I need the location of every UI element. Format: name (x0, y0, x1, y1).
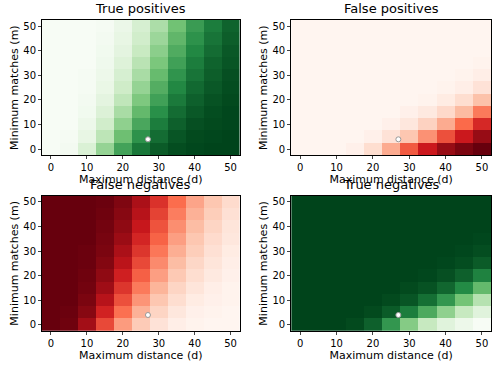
svg-text:20: 20 (272, 270, 285, 281)
svg-text:0: 0 (297, 338, 303, 349)
svg-text:True negatives: True negatives (343, 177, 440, 192)
svg-text:0: 0 (279, 144, 285, 155)
svg-text:20: 20 (367, 338, 380, 349)
svg-text:30: 30 (152, 338, 165, 349)
svg-text:0: 0 (30, 144, 36, 155)
svg-text:40: 40 (272, 45, 285, 56)
svg-text:0: 0 (279, 319, 285, 330)
svg-text:30: 30 (403, 162, 416, 173)
svg-text:30: 30 (403, 338, 416, 349)
svg-text:50: 50 (476, 162, 489, 173)
svg-text:True positives: True positives (95, 1, 186, 16)
svg-text:30: 30 (23, 246, 36, 257)
svg-text:20: 20 (23, 94, 36, 105)
svg-text:40: 40 (272, 221, 285, 232)
svg-text:10: 10 (272, 119, 285, 130)
svg-text:20: 20 (367, 162, 380, 173)
svg-text:Maximum distance (d): Maximum distance (d) (79, 173, 202, 186)
svg-text:0: 0 (48, 338, 54, 349)
svg-text:Minimum matches (m): Minimum matches (m) (257, 25, 270, 150)
svg-text:20: 20 (116, 162, 129, 173)
svg-text:40: 40 (23, 45, 36, 56)
svg-text:Minimum matches (m): Minimum matches (m) (8, 25, 21, 150)
svg-text:40: 40 (439, 338, 452, 349)
svg-text:20: 20 (272, 94, 285, 105)
svg-text:50: 50 (272, 21, 285, 32)
svg-text:0: 0 (297, 162, 303, 173)
svg-text:50: 50 (476, 338, 489, 349)
svg-text:50: 50 (272, 196, 285, 207)
svg-text:50: 50 (23, 21, 36, 32)
svg-text:10: 10 (272, 295, 285, 306)
svg-text:False positives: False positives (344, 1, 439, 16)
svg-text:10: 10 (81, 162, 94, 173)
svg-text:20: 20 (23, 270, 36, 281)
svg-text:Minimum matches (m): Minimum matches (m) (257, 201, 270, 326)
svg-text:Maximum distance (d): Maximum distance (d) (329, 173, 452, 186)
svg-text:30: 30 (152, 162, 165, 173)
svg-text:30: 30 (272, 70, 285, 81)
svg-text:0: 0 (48, 162, 54, 173)
svg-text:10: 10 (23, 295, 36, 306)
svg-text:40: 40 (439, 162, 452, 173)
svg-text:50: 50 (224, 162, 237, 173)
svg-text:50: 50 (23, 196, 36, 207)
svg-text:50: 50 (224, 338, 237, 349)
svg-text:Maximum distance (d): Maximum distance (d) (79, 349, 202, 362)
svg-text:0: 0 (30, 319, 36, 330)
svg-text:30: 30 (272, 246, 285, 257)
svg-text:40: 40 (188, 162, 201, 173)
svg-text:10: 10 (81, 338, 94, 349)
svg-text:40: 40 (188, 338, 201, 349)
svg-text:10: 10 (330, 162, 343, 173)
svg-text:30: 30 (23, 70, 36, 81)
svg-text:10: 10 (23, 119, 36, 130)
svg-text:False negatives: False negatives (90, 177, 191, 192)
svg-text:10: 10 (330, 338, 343, 349)
svg-text:Maximum distance (d): Maximum distance (d) (329, 349, 452, 362)
svg-text:Minimum matches (m): Minimum matches (m) (8, 201, 21, 326)
svg-text:40: 40 (23, 221, 36, 232)
svg-text:20: 20 (116, 338, 129, 349)
